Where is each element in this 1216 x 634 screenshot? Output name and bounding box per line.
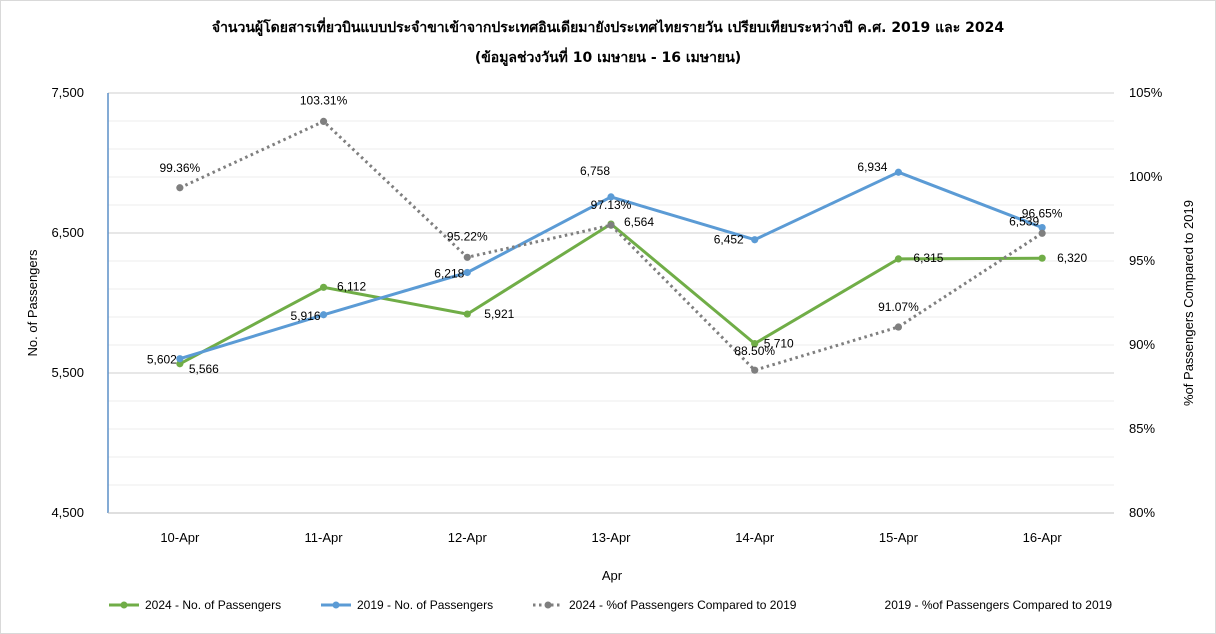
data-label: 5,602 [147, 353, 177, 367]
data-label: 6,112 [337, 279, 366, 293]
data-label: 103.31% [300, 93, 348, 107]
series-line-2 [179, 119, 1043, 372]
data-point [319, 311, 328, 319]
data-point [751, 236, 759, 244]
y2-tick-label: 105% [1129, 85, 1163, 100]
data-label: 5,916 [291, 309, 321, 323]
x-tick-label: 12-Apr [448, 530, 488, 545]
data-point [894, 168, 903, 176]
gridlines [108, 92, 1114, 514]
legend-item: 2019 - No. of Passengers [321, 598, 493, 612]
x-axis-title: Apr [602, 568, 623, 583]
data-point [463, 253, 471, 261]
x-tick-label: 16-Apr [1023, 530, 1063, 545]
data-label: 5,710 [764, 337, 794, 351]
legend-swatch-marker [332, 601, 340, 609]
data-point [1038, 223, 1046, 232]
data-point [463, 268, 471, 277]
y2-tick-label: 100% [1129, 169, 1163, 184]
y-tick-label: 5,500 [51, 365, 84, 380]
x-tick-label: 14-Apr [735, 530, 775, 545]
y2-tick-label: 80% [1129, 505, 1155, 520]
data-label: 97.13% [591, 198, 632, 212]
legend-label: 2024 - No. of Passengers [145, 598, 281, 612]
data-point [1038, 254, 1046, 262]
y2-tick-label: 90% [1129, 337, 1155, 352]
legend-swatch-marker [544, 601, 552, 609]
y2-tick-label: 85% [1129, 421, 1155, 436]
data-labels: 5,566 6,112 5,921 6,564 5,710 6,315 6,320 5,602… [147, 93, 1088, 375]
data-point [751, 340, 759, 348]
legend: 2024 - No. of Passengers 2019 - No. of Pa… [109, 598, 1112, 612]
legend-label: 2019 - %of Passengers Compared to 2019 [885, 598, 1113, 612]
legend-label: 2024 - %of Passengers Compared to 2019 [569, 598, 797, 612]
data-label: 91.07% [878, 300, 919, 314]
x-tick-label: 11-Apr [305, 530, 344, 545]
y-tick-label: 6,500 [51, 225, 84, 240]
data-point [1038, 229, 1046, 237]
data-label: 6,452 [714, 233, 744, 247]
y2-axis-title: %of Passengers Compared to 2019 [1181, 200, 1196, 406]
data-point [751, 366, 759, 374]
data-point [607, 193, 615, 201]
y-axis-title: No. of Passengers [25, 249, 40, 356]
data-point [176, 184, 184, 192]
x-tick-label: 15-Apr [879, 530, 919, 545]
axes: 4,500 5,500 6,500 7,500 80% 85% 90% 95% 100% 105%… [51, 85, 1162, 545]
data-label: 88.50% [734, 344, 775, 358]
data-label: 6,758 [580, 164, 610, 178]
data-point [319, 117, 328, 125]
y2-tick-label: 95% [1129, 253, 1155, 268]
data-label: 95.22% [447, 229, 488, 243]
legend-label: 2019 - No. of Passengers [357, 598, 493, 612]
data-point [894, 323, 903, 331]
legend-item: 2019 - %of Passengers Compared to 2019 [885, 598, 1113, 612]
y-tick-label: 7,500 [51, 85, 84, 100]
data-label: 5,921 [484, 307, 514, 321]
y-tick-label: 4,500 [51, 505, 84, 520]
series-line-0 [179, 222, 1043, 366]
data-label: 6,218 [434, 266, 464, 280]
x-tick-label: 10-Apr [160, 530, 200, 545]
chart-title: จำนวนผู้โดยสารเที่ยวบินแบบประจำขาเข้าจาก… [212, 17, 1005, 36]
data-label: 6,539 [1009, 215, 1039, 229]
data-label: 99.36% [160, 161, 201, 175]
series [176, 117, 1046, 374]
data-label: 6,564 [624, 215, 654, 229]
x-tick-label: 13-Apr [591, 530, 631, 545]
data-label: 6,320 [1057, 251, 1087, 265]
chart-subtitle: (ข้อมูลช่วงวันที่ 10 เมษายน - 16 เมษายน) [475, 47, 741, 66]
data-label: 6,315 [913, 251, 943, 265]
legend-item: 2024 - %of Passengers Compared to 2019 [533, 598, 797, 612]
legend-swatch-marker [120, 601, 128, 609]
data-point [176, 360, 184, 368]
data-label: 6,934 [857, 160, 887, 174]
data-point [319, 283, 328, 291]
legend-item: 2024 - No. of Passengers [109, 598, 281, 612]
data-point [607, 221, 615, 229]
data-label: 96.65% [1022, 206, 1063, 220]
data-point [894, 255, 903, 263]
data-point [176, 355, 184, 363]
data-label: 5,566 [189, 362, 219, 376]
data-point [463, 310, 471, 318]
